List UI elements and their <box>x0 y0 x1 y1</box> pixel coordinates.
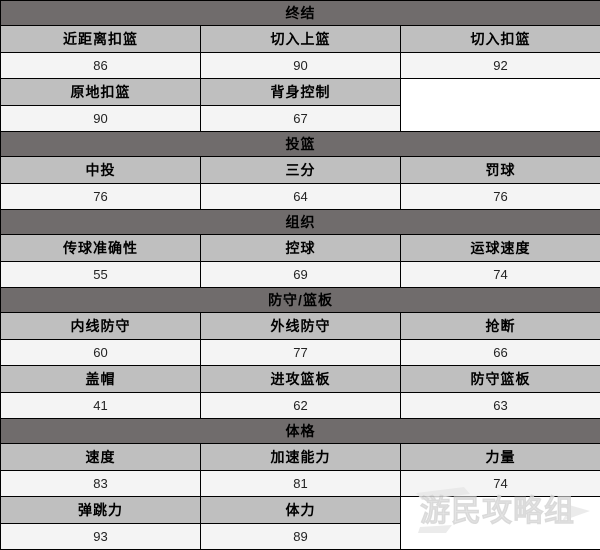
attribute-value: 86 <box>1 53 201 79</box>
section-header: 防守/篮板 <box>1 288 600 313</box>
attribute-label: 控球 <box>201 235 401 262</box>
attribute-label: 中投 <box>1 157 201 184</box>
attribute-label: 体力 <box>201 497 401 524</box>
section-header-row: 防守/篮板 <box>1 288 600 313</box>
attribute-label: 切入扣篮 <box>401 26 600 53</box>
attribute-value: 77 <box>201 340 401 366</box>
attribute-label: 切入上篮 <box>201 26 401 53</box>
attribute-label-row: 盖帽进攻篮板防守篮板 <box>1 366 600 393</box>
attribute-label: 弹跳力 <box>1 497 201 524</box>
attribute-value: 90 <box>1 106 201 132</box>
attribute-value: 92 <box>401 53 600 79</box>
attribute-label: 三分 <box>201 157 401 184</box>
section-header: 投篮 <box>1 132 600 157</box>
attribute-value: 90 <box>201 53 401 79</box>
attribute-label: 原地扣篮 <box>1 79 201 106</box>
attribute-label: 加速能力 <box>201 444 401 471</box>
attribute-value: 60 <box>1 340 201 366</box>
attribute-label-row: 内线防守外线防守抢断 <box>1 313 600 340</box>
section-header-row: 终结 <box>1 1 600 26</box>
attribute-label: 背身控制 <box>201 79 401 106</box>
attribute-value: 41 <box>1 393 201 419</box>
attribute-value: 81 <box>201 471 401 497</box>
attribute-label: 速度 <box>1 444 201 471</box>
attribute-label: 进攻篮板 <box>201 366 401 393</box>
attribute-label: 防守篮板 <box>401 366 600 393</box>
attribute-label: 外线防守 <box>201 313 401 340</box>
attribute-value: 66 <box>401 340 600 366</box>
attribute-value: 55 <box>1 262 201 288</box>
attribute-label-row: 速度加速能力力量 <box>1 444 600 471</box>
attribute-value: 63 <box>401 393 600 419</box>
attribute-label-row: 弹跳力体力 <box>1 497 600 524</box>
attribute-label: 传球准确性 <box>1 235 201 262</box>
attribute-value: 74 <box>401 262 600 288</box>
attribute-label-row: 近距离扣篮切入上篮切入扣篮 <box>1 26 600 53</box>
section-header: 体格 <box>1 419 600 444</box>
attribute-value: 69 <box>201 262 401 288</box>
attribute-value: 64 <box>201 184 401 210</box>
attribute-label-row: 中投三分罚球 <box>1 157 600 184</box>
section-header-row: 体格 <box>1 419 600 444</box>
attribute-label: 力量 <box>401 444 600 471</box>
attribute-label: 运球速度 <box>401 235 600 262</box>
attribute-value: 93 <box>1 524 201 550</box>
attribute-label: 抢断 <box>401 313 600 340</box>
section-header-row: 组织 <box>1 210 600 235</box>
attribute-label: 近距离扣篮 <box>1 26 201 53</box>
section-header: 终结 <box>1 1 600 26</box>
attribute-label: 内线防守 <box>1 313 201 340</box>
section-header: 组织 <box>1 210 600 235</box>
attribute-value: 67 <box>201 106 401 132</box>
attribute-value: 89 <box>201 524 401 550</box>
attribute-label: 罚球 <box>401 157 600 184</box>
attribute-value: 76 <box>1 184 201 210</box>
attribute-value: 62 <box>201 393 401 419</box>
attribute-value: 76 <box>401 184 600 210</box>
empty-cell <box>401 79 600 132</box>
attribute-label-row: 传球准确性控球运球速度 <box>1 235 600 262</box>
section-header-row: 投篮 <box>1 132 600 157</box>
empty-cell <box>401 497 600 550</box>
attribute-label-row: 原地扣篮背身控制 <box>1 79 600 106</box>
attribute-value: 74 <box>401 471 600 497</box>
attribute-label: 盖帽 <box>1 366 201 393</box>
attribute-value: 83 <box>1 471 201 497</box>
